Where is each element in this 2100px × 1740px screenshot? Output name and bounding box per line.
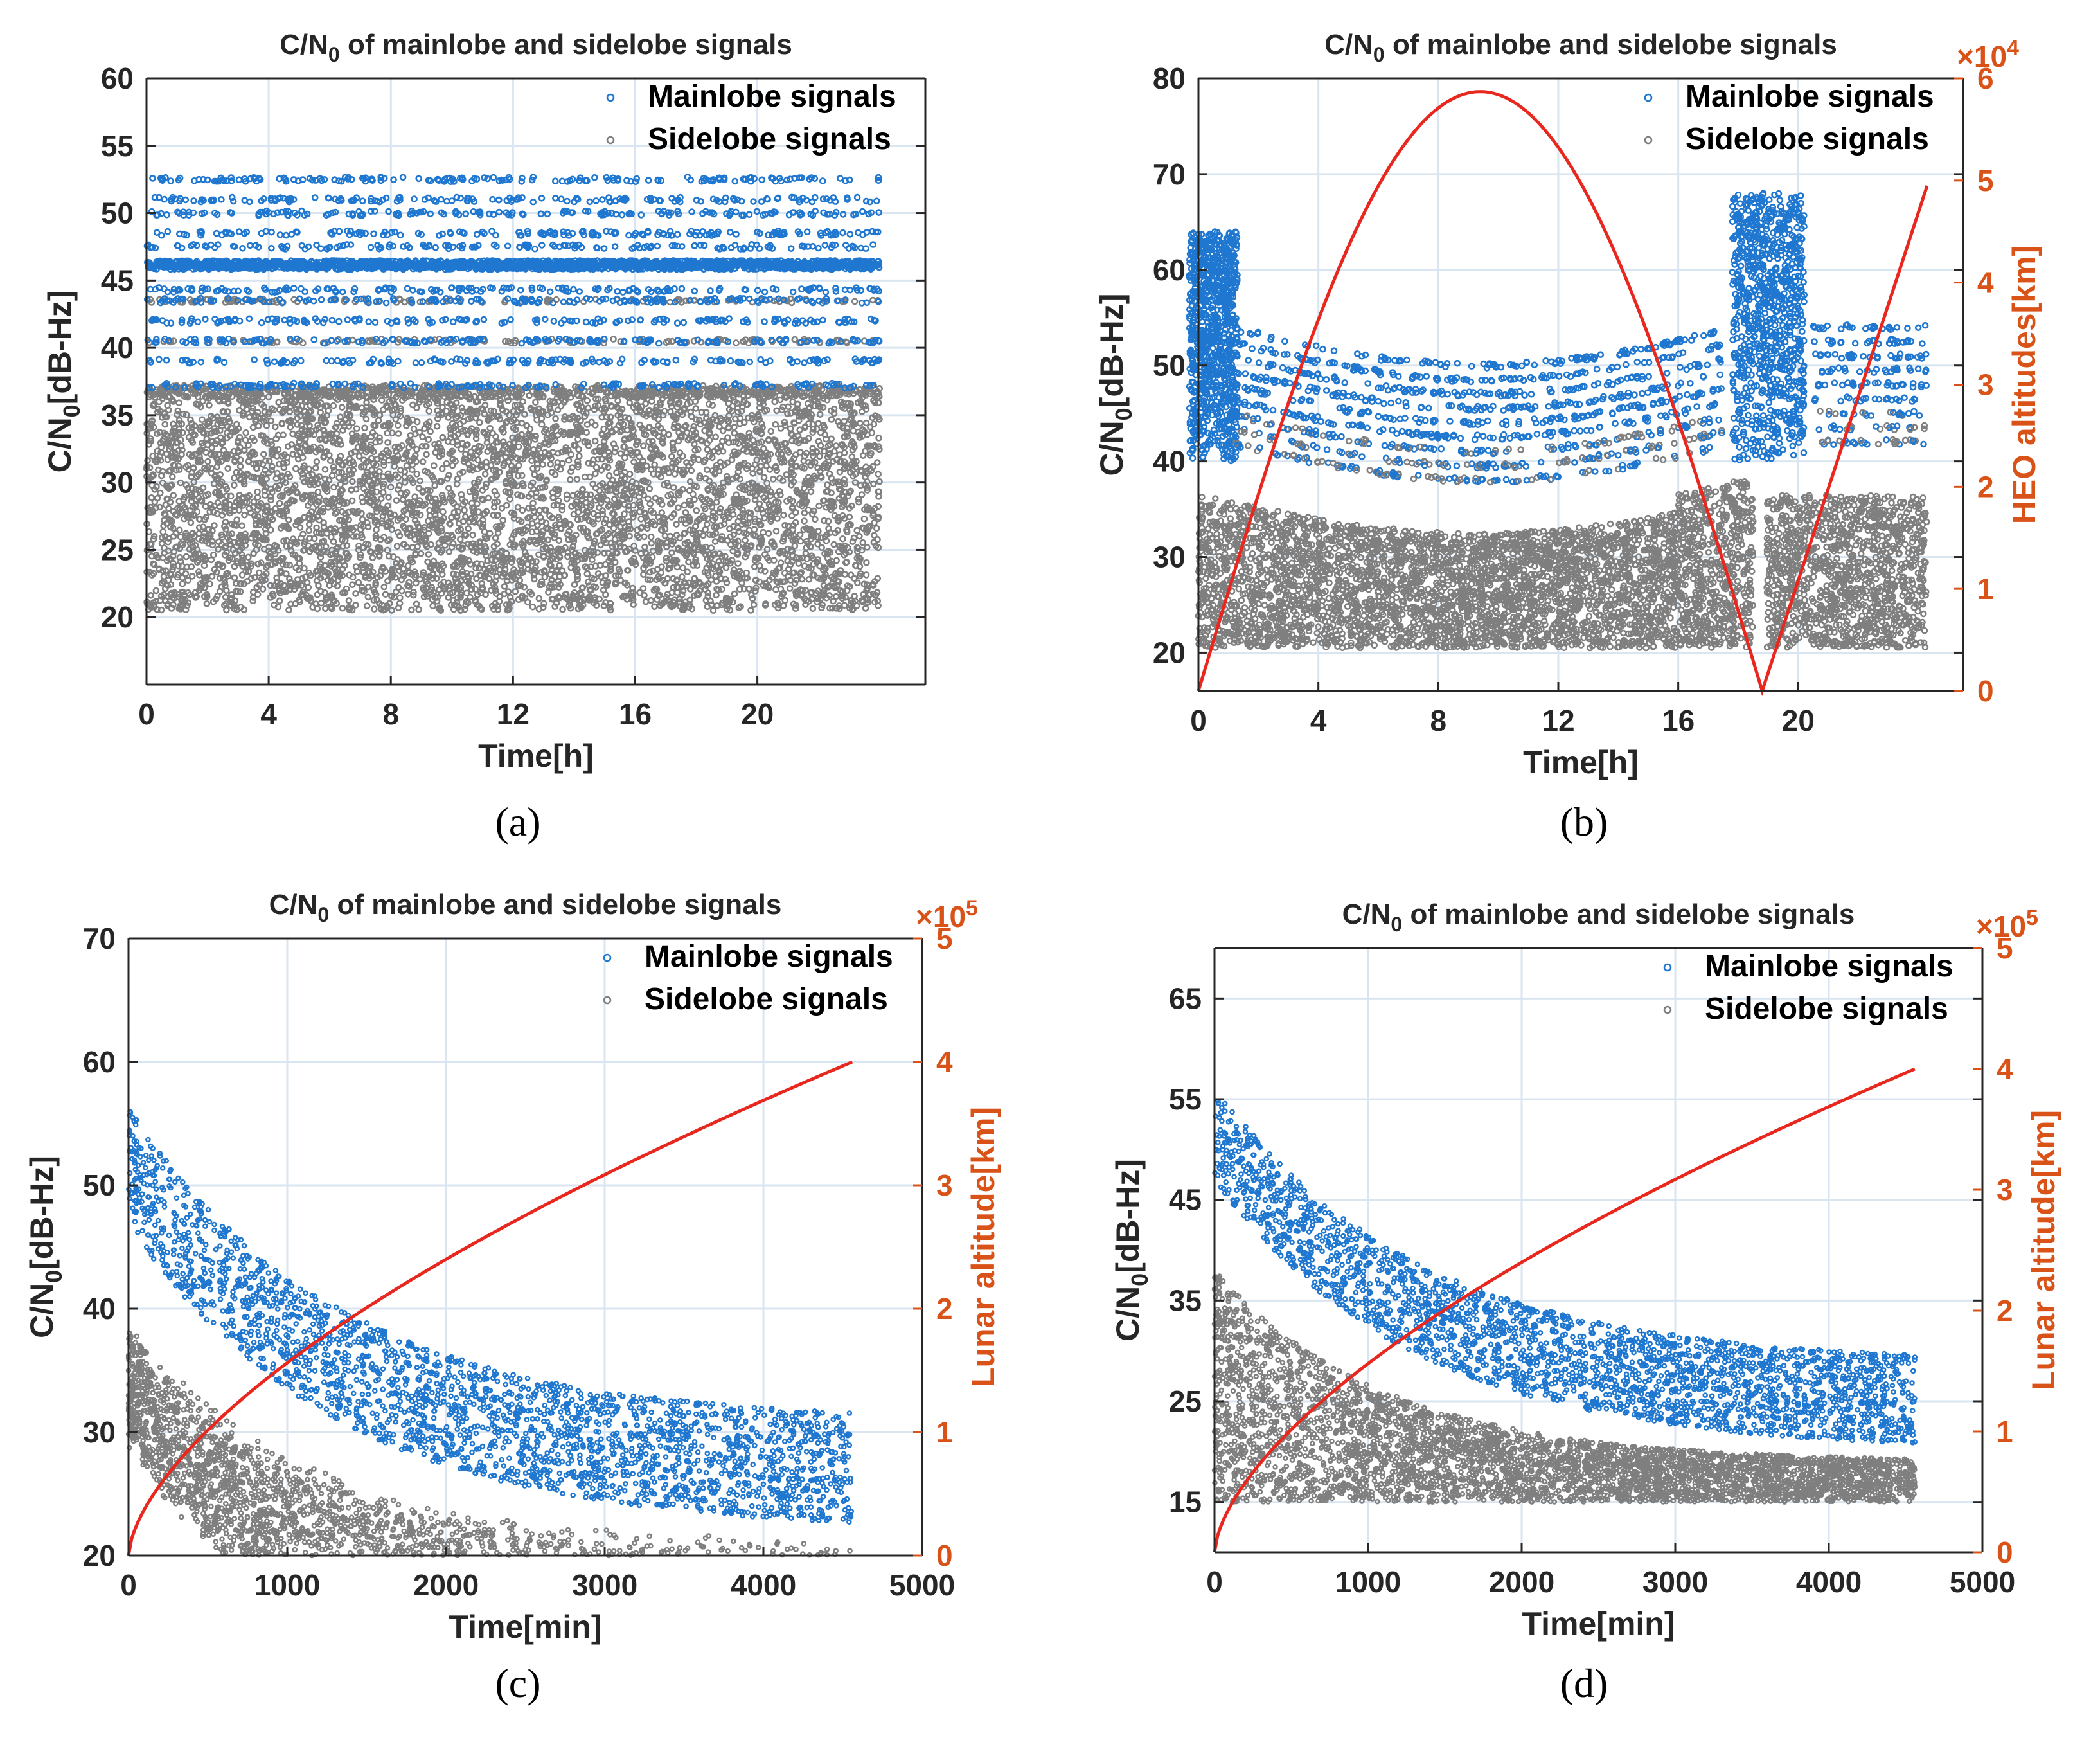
sidelobe-point <box>211 522 218 529</box>
sidelobe-point <box>686 478 694 485</box>
sidelobe-point <box>690 562 697 569</box>
sidelobe-point <box>313 458 321 465</box>
sidelobe-point <box>506 496 513 503</box>
sidelobe-point <box>552 415 559 422</box>
sidelobe-point <box>418 442 426 450</box>
sidelobe-point <box>227 591 235 598</box>
sidelobe-point <box>253 584 261 591</box>
sidelobe-point <box>176 553 184 561</box>
sidelobe-point <box>584 579 592 586</box>
sidelobe-point <box>498 505 506 512</box>
sidelobe-point <box>236 463 244 470</box>
sidelobe-point <box>605 472 613 480</box>
sidelobe-point <box>481 471 489 478</box>
sidelobe-point <box>540 600 547 607</box>
sidelobe-point <box>874 459 881 466</box>
sidelobe-point <box>265 457 273 465</box>
sidelobe-point <box>206 580 213 587</box>
sidelobe-point <box>730 569 737 577</box>
sidelobe-point <box>685 558 692 566</box>
sidelobe-point <box>734 408 742 416</box>
sidelobe-point <box>760 528 767 536</box>
sidelobe-point <box>262 576 269 584</box>
sidelobe-point <box>465 525 472 532</box>
sidelobe-point <box>849 538 857 545</box>
sidelobe-point <box>809 605 817 613</box>
sidelobe-point <box>521 583 528 591</box>
sidelobe-point <box>321 465 329 473</box>
sidelobe-point <box>165 538 172 546</box>
sidelobe-point <box>501 583 508 590</box>
sidelobe-point <box>836 605 843 613</box>
sidelobe-point <box>408 606 415 614</box>
sidelobe-point <box>873 525 880 532</box>
sidelobe-point <box>801 517 808 525</box>
sidelobe-point <box>382 591 389 598</box>
sidelobe-point <box>563 495 571 503</box>
sidelobe-point <box>630 458 637 466</box>
sidelobe-point <box>598 467 605 474</box>
sidelobe-point <box>276 499 283 507</box>
sidelobe-point <box>706 531 713 539</box>
sidelobe-point <box>716 508 724 516</box>
sidelobe-point <box>348 497 356 505</box>
sidelobe-point <box>425 408 433 415</box>
sidelobe-point <box>875 443 882 451</box>
sidelobe-point <box>259 586 267 593</box>
sidelobe-point <box>649 438 656 445</box>
sidelobe-point <box>425 436 432 444</box>
sidelobe-point <box>776 487 783 495</box>
sidelobe-point <box>657 473 664 481</box>
sidelobe-point <box>529 504 537 512</box>
sidelobe-point <box>443 460 450 467</box>
sidelobe-point <box>521 548 529 556</box>
sidelobe-point <box>604 463 612 471</box>
sidelobe-point <box>424 558 431 566</box>
sidelobe-point <box>233 469 240 476</box>
sidelobe-point <box>199 523 207 531</box>
sidelobe-point <box>364 593 372 601</box>
sidelobe-point <box>851 575 858 582</box>
sidelobe-point <box>587 491 594 499</box>
sidelobe-point <box>168 473 176 480</box>
sidelobe-point <box>220 408 228 416</box>
sidelobe-point <box>814 540 821 548</box>
sidelobe-point <box>445 471 452 479</box>
sidelobe-point <box>305 526 313 534</box>
scatter-sidelobe <box>143 295 883 614</box>
sidelobe-point <box>483 480 490 488</box>
sidelobe-point <box>589 460 596 468</box>
sidelobe-point <box>206 402 213 409</box>
sidelobe-point <box>487 407 495 415</box>
sidelobe-point <box>349 581 356 589</box>
